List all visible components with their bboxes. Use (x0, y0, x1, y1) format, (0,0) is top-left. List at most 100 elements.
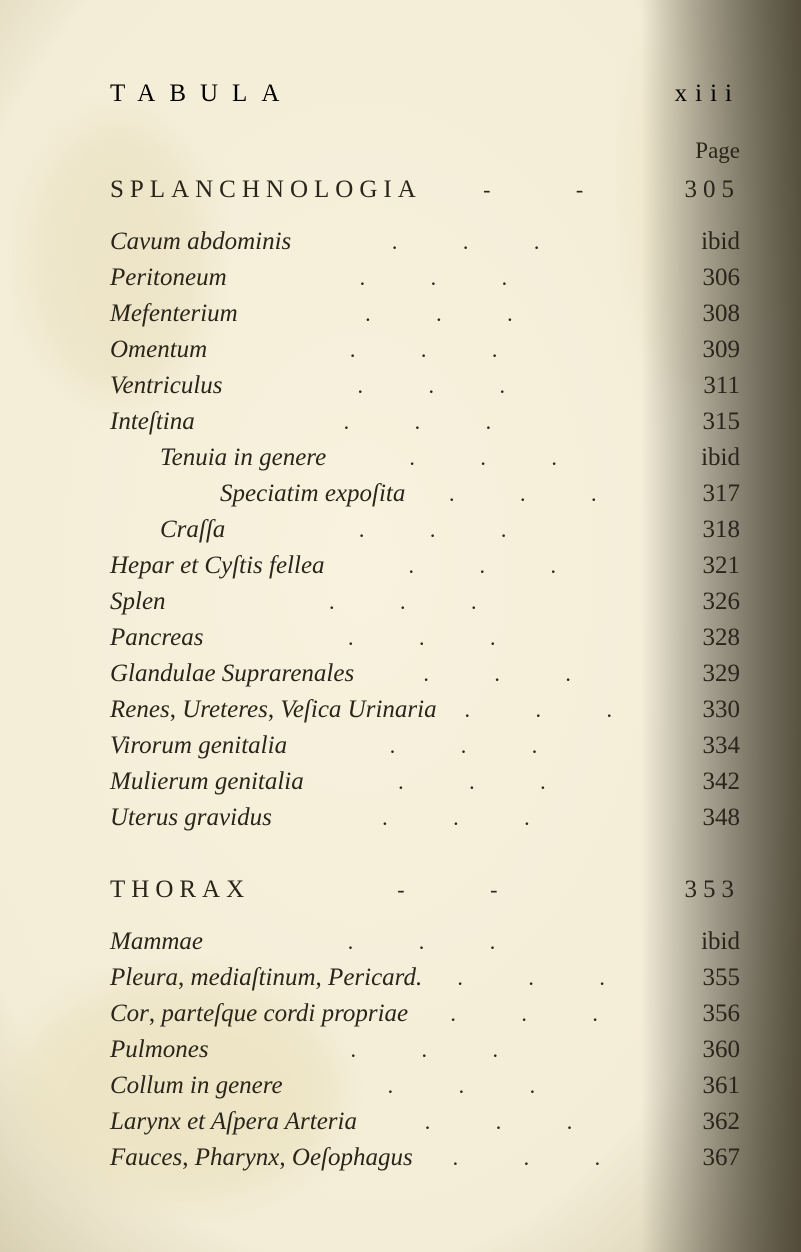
leader-dots: . . . (408, 996, 670, 1032)
entry-label: Splen (110, 584, 166, 620)
page-number: 348 (670, 800, 740, 836)
entry-label: Hepar et Cyſtis fellea (110, 548, 325, 584)
entry-label: Craſſa (110, 512, 225, 548)
entry-label: Cor, parteſque cordi propriae (110, 996, 408, 1032)
leader-dots: . . . (291, 224, 670, 260)
page-number: 367 (670, 1140, 740, 1176)
entry-label: Tenuia in genere (110, 440, 326, 476)
entry-label: Mammae (110, 924, 203, 960)
leader-dots: . . . (204, 620, 671, 656)
leader-dashes: - - (250, 872, 684, 908)
leader-dots: . . . (422, 960, 670, 996)
page-number: 334 (670, 728, 740, 764)
toc-entry: Ventriculus. . .311 (110, 368, 740, 404)
entry-label: Glandulae Suprarenales (110, 656, 354, 692)
toc-entry: Pancreas. . .328 (110, 620, 740, 656)
leader-dots: . . . (354, 656, 670, 692)
toc-entry: Cor, parteſque cordi propriae. . .356 (110, 996, 740, 1032)
leader-dots: . . . (325, 548, 670, 584)
entry-label: Larynx et Aſpera Arteria (110, 1104, 357, 1140)
page-number: 317 (670, 476, 740, 512)
page-number: 315 (670, 404, 740, 440)
entry-label: Pulmones (110, 1032, 209, 1068)
toc-entry: Splen. . .326 (110, 584, 740, 620)
leader-dots: . . . (195, 404, 670, 440)
toc-entry: Mammae. . .ibid (110, 924, 740, 960)
vertical-gap (110, 836, 740, 872)
entry-label: Ventriculus (110, 368, 223, 404)
page-number: 311 (670, 368, 740, 404)
entry-label: Uterus gravidus (110, 800, 272, 836)
toc-entry: Mefenterium. . .308 (110, 296, 740, 332)
page-number: 342 (670, 764, 740, 800)
page-number: 305 (685, 172, 741, 208)
toc-entry: Uterus gravidus. . .348 (110, 800, 740, 836)
leader-dots: . . . (413, 1140, 670, 1176)
page-number: 318 (670, 512, 740, 548)
entry-label: Pleura, mediaſtinum, Pericard. (110, 960, 422, 996)
toc-entry: Peritoneum. . .306 (110, 260, 740, 296)
entry-label: Pancreas (110, 620, 204, 656)
section-heading-row: THORAX- -353 (110, 872, 740, 908)
toc-entry: Inteſtina. . .315 (110, 404, 740, 440)
toc-entry: Pleura, mediaſtinum, Pericard.. . .355 (110, 960, 740, 996)
page-number: 306 (670, 260, 740, 296)
toc-entry: Speciatim expoſita. . .317 (110, 476, 740, 512)
leader-dots: . . . (283, 1068, 670, 1104)
page-number: ibid (670, 224, 740, 260)
leader-dots: . . . (225, 512, 670, 548)
toc-entry: Craſſa. . .318 (110, 512, 740, 548)
toc-entry: Omentum. . .309 (110, 332, 740, 368)
leader-dots: . . . (207, 332, 670, 368)
leader-dots: . . . (223, 368, 671, 404)
leader-dots: . . . (238, 296, 670, 332)
leader-dots: . . . (326, 440, 670, 476)
page-number: 326 (670, 584, 740, 620)
toc-entry: Larynx et Aſpera Arteria. . .362 (110, 1104, 740, 1140)
entry-label: Virorum genitalia (110, 728, 287, 764)
toc-entry: Pulmones. . .360 (110, 1032, 740, 1068)
page-number: 328 (670, 620, 740, 656)
leader-dots: . . . (227, 260, 670, 296)
page-number: 353 (685, 872, 741, 908)
header-folio: xiii (675, 80, 740, 108)
page-number: 361 (670, 1068, 740, 1104)
section-heading: THORAX (110, 872, 250, 908)
page-number: 360 (670, 1032, 740, 1068)
entry-label: Fauces, Pharynx, Oeſophagus (110, 1140, 413, 1176)
toc-entry: Virorum genitalia. . .334 (110, 728, 740, 764)
section-heading-row: SPLANCHNOLOGIA- -305 (110, 172, 740, 208)
leader-dots: . . . (287, 728, 670, 764)
leader-dots: . . . (203, 924, 670, 960)
entry-label: Collum in genere (110, 1068, 283, 1104)
page-column-label: Page (110, 138, 740, 164)
leader-dots: . . . (437, 692, 670, 728)
running-header: TABULA xiii (110, 80, 740, 108)
entry-label: Renes, Ureteres, Veſica Urinaria (110, 692, 437, 728)
page-number: 356 (670, 996, 740, 1032)
toc-entry: Tenuia in genere. . .ibid (110, 440, 740, 476)
page-number: 362 (670, 1104, 740, 1140)
page-number: 355 (670, 960, 740, 996)
leader-dots: . . . (209, 1032, 670, 1068)
toc-entry: Renes, Ureteres, Veſica Urinaria. . .330 (110, 692, 740, 728)
page-content: TABULA xiii Page SPLANCHNOLOGIA- -305 Cav… (110, 80, 740, 1176)
page-number: ibid (670, 440, 740, 476)
header-title: TABULA (110, 80, 293, 108)
entry-label: Mulierum genitalia (110, 764, 304, 800)
entry-label: Speciatim expoſita (110, 476, 405, 512)
page-number: 330 (670, 692, 740, 728)
leader-dashes: - - (422, 172, 685, 208)
leader-dots: . . . (405, 476, 670, 512)
entry-label: Cavum abdominis (110, 224, 291, 260)
leader-dots: . . . (304, 764, 670, 800)
page-number: 329 (670, 656, 740, 692)
toc-entry: Collum in genere. . .361 (110, 1068, 740, 1104)
leader-dots: . . . (357, 1104, 670, 1140)
entry-label: Peritoneum (110, 260, 227, 296)
page-number: 308 (670, 296, 740, 332)
page-number: ibid (670, 924, 740, 960)
entry-label: Mefenterium (110, 296, 238, 332)
toc-entry: Mulierum genitalia. . .342 (110, 764, 740, 800)
page-number: 321 (670, 548, 740, 584)
